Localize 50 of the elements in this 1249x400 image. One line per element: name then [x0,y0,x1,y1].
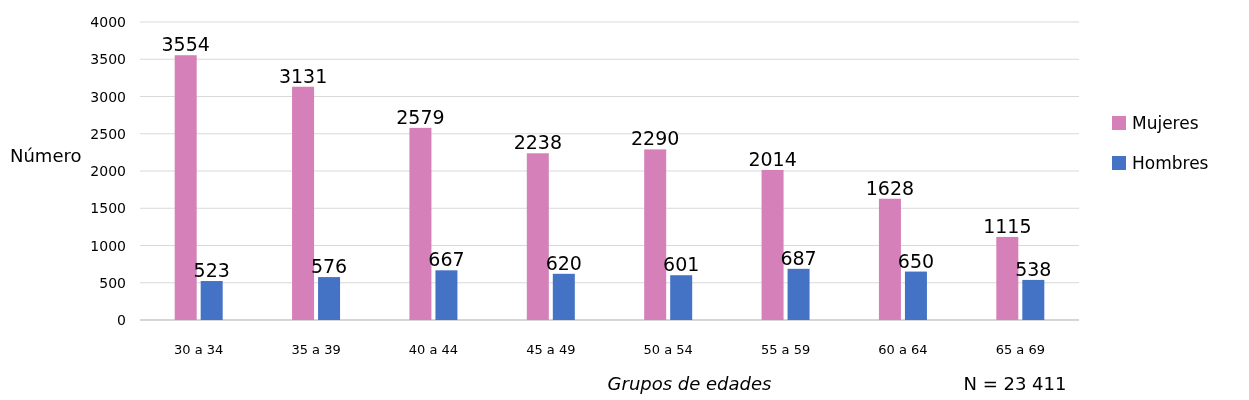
y-axis-title: Número [10,145,82,166]
y-tick-label: 3000 [90,88,126,105]
bar [174,55,197,320]
data-label: 523 [193,259,230,282]
y-tick-label: 1500 [90,200,126,217]
y-tick-label: 0 [117,312,126,328]
x-axis-title: Grupos de edades [607,373,772,394]
data-label: 2290 [631,127,680,150]
x-tick-label: 35 a 39 [291,342,341,357]
y-tick-label: 2500 [90,125,126,142]
bar [878,198,901,320]
y-tick-label: 500 [99,274,126,291]
data-label: 2579 [396,105,445,128]
data-label: 538 [1015,257,1052,280]
bar [318,277,341,320]
data-label: 620 [545,251,582,274]
bar [787,268,810,320]
legend-label: Hombres [1132,153,1209,173]
bar [670,275,693,320]
legend-label: Mujeres [1132,113,1199,133]
bar [526,153,549,320]
bar [552,273,575,320]
x-tick-label: 65 a 69 [995,342,1045,357]
data-label: 2238 [513,131,562,154]
data-label: 3131 [278,64,328,87]
data-label: 1115 [983,214,1032,237]
bar [1022,279,1045,320]
data-label: 687 [780,246,817,269]
data-label: 576 [310,255,348,278]
bar [761,169,784,320]
bar [200,281,223,320]
data-label: 601 [663,253,700,276]
bar [435,270,458,320]
data-label: 3554 [161,33,210,56]
y-tick-label: 4000 [90,14,126,30]
x-tick-label: 30 a 34 [174,342,224,357]
x-tick-label: 50 a 54 [643,342,693,357]
data-label: 667 [428,248,465,271]
y-tick-label: 3500 [90,51,126,68]
data-label: 650 [897,249,935,272]
bar [904,271,927,320]
x-tick-label: 40 a 44 [408,342,459,357]
data-label: 1628 [865,176,915,199]
y-tick-label: 1000 [90,237,126,254]
y-tick-label: 2000 [90,163,126,179]
data-label: 2014 [748,147,797,170]
text: N = 23 411 [963,373,1067,394]
x-tick-label: 55 a 59 [760,342,811,357]
x-tick-label: 45 a 49 [526,342,576,357]
x-tick-label: 60 a 64 [878,342,928,357]
